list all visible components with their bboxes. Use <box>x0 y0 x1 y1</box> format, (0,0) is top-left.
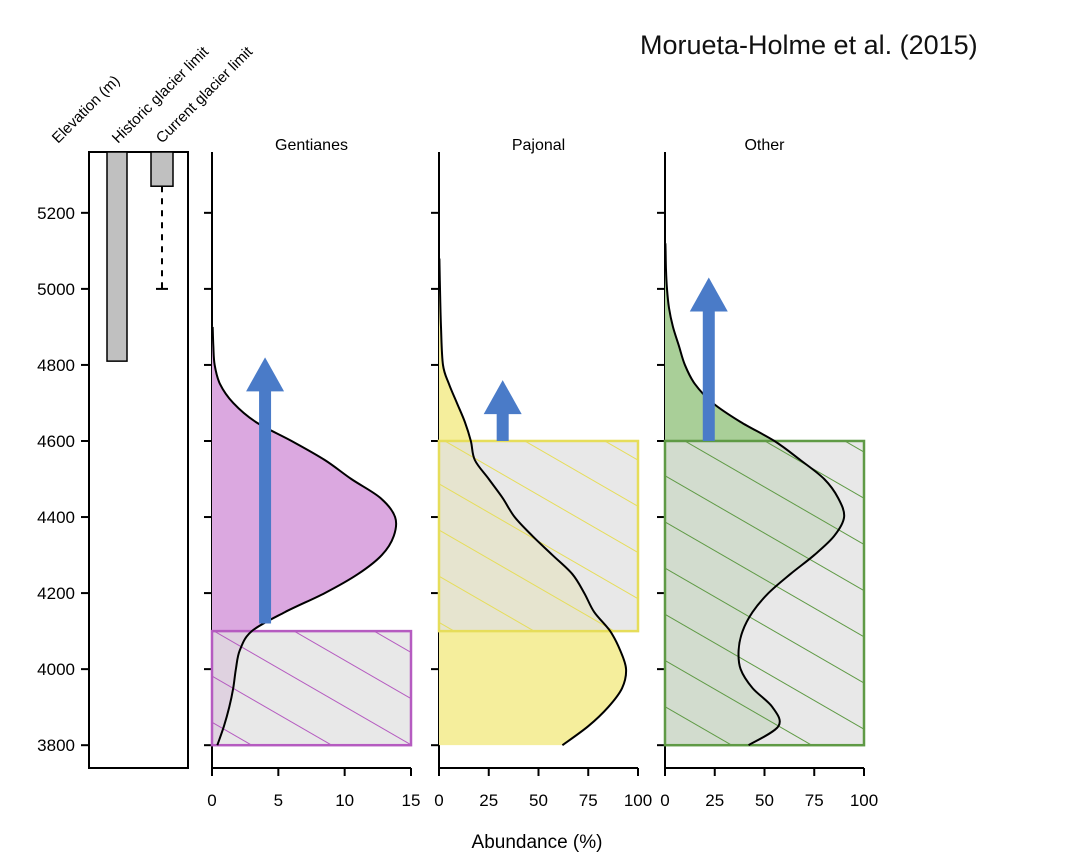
other-title: Other <box>744 137 785 154</box>
y-tick-label-4600: 4600 <box>37 432 75 451</box>
current-glacier-bar <box>150 151 174 187</box>
pajonal-x-tick-label-50: 50 <box>529 791 548 810</box>
gentianes-x-tick-label-0: 0 <box>207 791 216 810</box>
other-x-tick-label-0: 0 <box>660 791 669 810</box>
y-tick-label-4800: 4800 <box>37 356 75 375</box>
x-axis-label: Abundance (%) <box>472 832 603 853</box>
y-tick-label-5000: 5000 <box>37 280 75 299</box>
gentianes-range-hatch <box>210 629 413 747</box>
pajonal-shift-arrow-shaft <box>496 412 509 441</box>
y-tick-label-4200: 4200 <box>37 584 75 603</box>
y-tick-label-4400: 4400 <box>37 508 75 527</box>
gentianes-shift-arrow-shaft <box>259 389 272 624</box>
pajonal-x-tick-label-75: 75 <box>579 791 598 810</box>
gentianes-x-tick-label-5: 5 <box>274 791 283 810</box>
gentianes-title: Gentianes <box>275 137 348 154</box>
y-tick-label-4000: 4000 <box>37 660 75 679</box>
pajonal-range-hatch <box>437 439 640 633</box>
pajonal-x-tick-label-100: 100 <box>624 791 652 810</box>
gentianes-shift-arrow-head <box>246 357 285 392</box>
other-shift-arrow-head <box>689 277 728 312</box>
other-x-tick-label-50: 50 <box>755 791 774 810</box>
pajonal-shift-arrow-head <box>483 380 522 415</box>
gentianes-density-line <box>211 326 398 746</box>
other-range-hatch <box>663 439 866 747</box>
citation-text: Morueta-Holme et al. (2015) <box>640 30 978 60</box>
y-tick-label-5200: 5200 <box>37 204 75 223</box>
pajonal-title: Pajonal <box>512 137 565 154</box>
other-shift-arrow-shaft <box>702 309 715 441</box>
other-x-tick-label-75: 75 <box>805 791 824 810</box>
glacier-frame <box>88 151 189 769</box>
pajonal-x-tick-label-0: 0 <box>434 791 443 810</box>
other-x-tick-label-100: 100 <box>850 791 878 810</box>
other-density-line <box>664 243 846 747</box>
gentianes-x-tick-label-10: 10 <box>335 791 354 810</box>
gentianes-density-area <box>212 326 397 746</box>
historic-glacier-bar <box>106 151 128 362</box>
pajonal-x-tick-label-25: 25 <box>479 791 498 810</box>
pajonal-density-line <box>438 258 628 746</box>
y-tick-label-3800: 3800 <box>37 736 75 755</box>
gentianes-x-tick-label-15: 15 <box>402 791 421 810</box>
other-x-tick-label-25: 25 <box>705 791 724 810</box>
